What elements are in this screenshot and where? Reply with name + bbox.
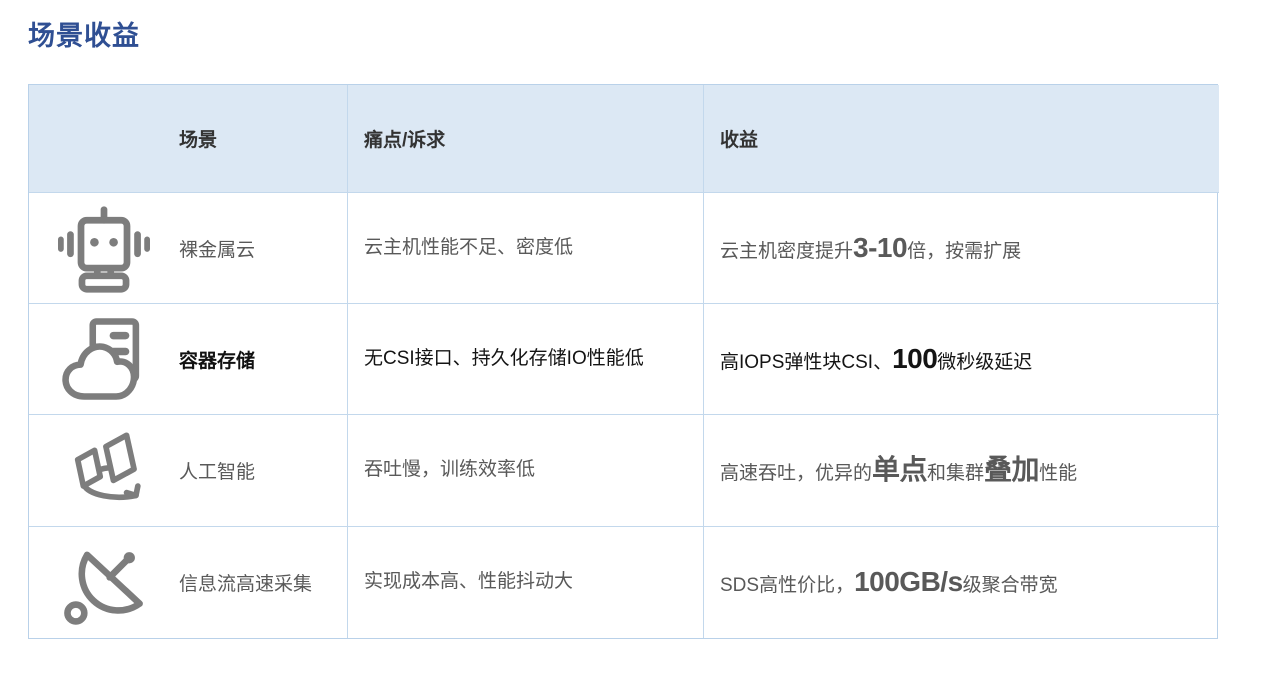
benefit-emphasis: 单点 bbox=[872, 454, 928, 486]
pain-text: 吞吐慢，训练效率低 bbox=[364, 458, 535, 483]
benefit-segment: 微秒级延迟 bbox=[937, 351, 1033, 373]
table-row-scenario-cell: 信息流高速采集 bbox=[29, 527, 348, 638]
header-benefit-cell: 收益 bbox=[704, 85, 1219, 193]
table-row-benefit-cell: 高IOPS弹性块CSI、100微秒级延迟 bbox=[704, 304, 1219, 415]
pain-segment: 无CSI接口、持久化存储IO性能低 bbox=[364, 347, 644, 369]
table-row-pain-cell: 无CSI接口、持久化存储IO性能低 bbox=[348, 304, 704, 415]
scenario-label: 信息流高速采集 bbox=[179, 574, 313, 595]
benefit-emphasis: 100 bbox=[892, 342, 938, 374]
table-row-scenario-cell: 人工智能 bbox=[29, 415, 348, 527]
pain-segment: 云主机性能不足、密度低 bbox=[364, 236, 574, 258]
robot-icon bbox=[58, 202, 150, 294]
table-row-pain-cell: 云主机性能不足、密度低 bbox=[348, 193, 704, 304]
table-row-scenario-cell: 裸金属云 bbox=[29, 193, 348, 304]
benefit-text: 高IOPS弹性块CSI、100微秒级延迟 bbox=[720, 341, 1032, 377]
satellite-dish-icon bbox=[59, 538, 149, 628]
pain-text: 云主机性能不足、密度低 bbox=[364, 236, 573, 261]
benefit-segment: SDS高性价比， bbox=[720, 575, 855, 597]
header-benefit-label: 收益 bbox=[720, 130, 759, 151]
table-row-benefit-cell: 高速吞吐，优异的单点和集群叠加性能 bbox=[704, 415, 1219, 527]
cloud-server-icon bbox=[59, 314, 149, 404]
header-pain-label: 痛点/诉求 bbox=[364, 130, 446, 151]
header-scenario-cell: 场景 bbox=[29, 85, 348, 193]
table-row-pain-cell: 吞吐慢，训练效率低 bbox=[348, 415, 704, 527]
ai-panes-icon bbox=[57, 427, 151, 515]
pain-text: 无CSI接口、持久化存储IO性能低 bbox=[364, 347, 644, 372]
benefit-segment: 和集群 bbox=[927, 463, 985, 485]
table-row-benefit-cell: SDS高性价比，100GB/s级聚合带宽 bbox=[704, 527, 1219, 638]
table-row-scenario-cell: 容器存储 bbox=[29, 304, 348, 415]
benefit-emphasis: 100GB/s bbox=[854, 566, 963, 598]
benefit-segment: 云主机密度提升 bbox=[720, 240, 854, 262]
pain-text: 实现成本高、性能抖动大 bbox=[364, 570, 573, 595]
benefit-segment: 高IOPS弹性块CSI、 bbox=[720, 351, 893, 373]
benefits-table: 场景 痛点/诉求 收益 裸金属云 云主机性能不足、密度低 云主机密度提升3-10… bbox=[28, 84, 1219, 639]
pain-segment: 实现成本高、性能抖动大 bbox=[364, 571, 574, 593]
table-row-benefit-cell: 云主机密度提升3-10倍，按需扩展 bbox=[704, 193, 1219, 304]
scenario-label: 裸金属云 bbox=[179, 239, 256, 261]
benefit-emphasis: 叠加 bbox=[984, 454, 1040, 486]
benefit-text: 云主机密度提升3-10倍，按需扩展 bbox=[720, 230, 1021, 266]
header-pain-cell: 痛点/诉求 bbox=[348, 85, 704, 193]
benefit-emphasis: 3-10 bbox=[853, 231, 908, 263]
benefit-segment: 高速吞吐，优异的 bbox=[720, 463, 873, 485]
benefit-segment: 性能 bbox=[1039, 463, 1078, 485]
benefit-text: SDS高性价比，100GB/s级聚合带宽 bbox=[720, 564, 1058, 600]
scenario-label: 人工智能 bbox=[179, 462, 256, 483]
pain-segment: 吞吐慢，训练效率低 bbox=[364, 459, 536, 481]
benefit-text: 高速吞吐，优异的单点和集群叠加性能 bbox=[720, 452, 1077, 488]
table-row-pain-cell: 实现成本高、性能抖动大 bbox=[348, 527, 704, 638]
scenario-label: 容器存储 bbox=[179, 350, 256, 372]
benefit-segment: 级聚合带宽 bbox=[962, 575, 1058, 597]
header-scenario-label: 场景 bbox=[179, 130, 218, 151]
page-title: 场景收益 bbox=[28, 21, 140, 51]
benefit-segment: 倍，按需扩展 bbox=[907, 240, 1022, 262]
